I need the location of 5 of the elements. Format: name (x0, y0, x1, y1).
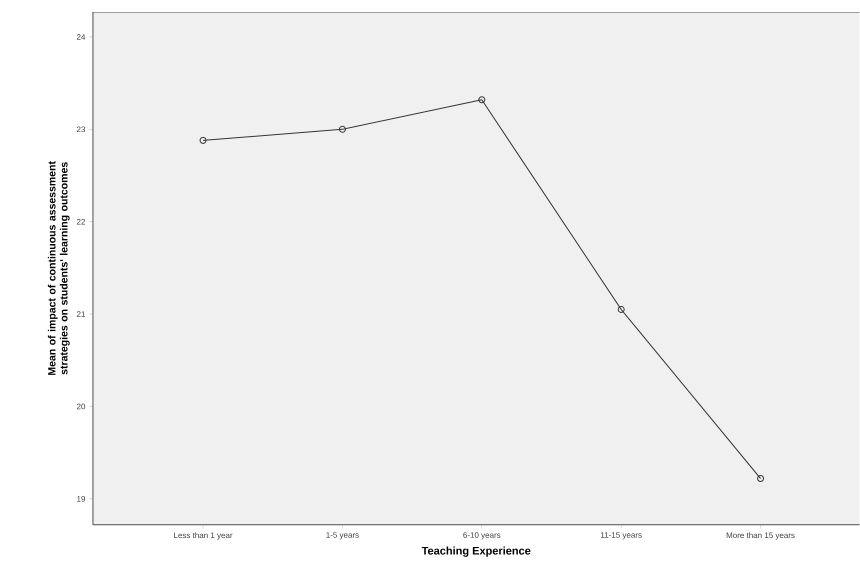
point (338, 126, 346, 133)
point (478, 96, 486, 104)
y-axis-title: Mean of impact of continuous assessment strategies on students' learning outcomes (48, 161, 70, 376)
point (618, 306, 625, 314)
x-axis-title: Teaching Experience (422, 546, 530, 558)
